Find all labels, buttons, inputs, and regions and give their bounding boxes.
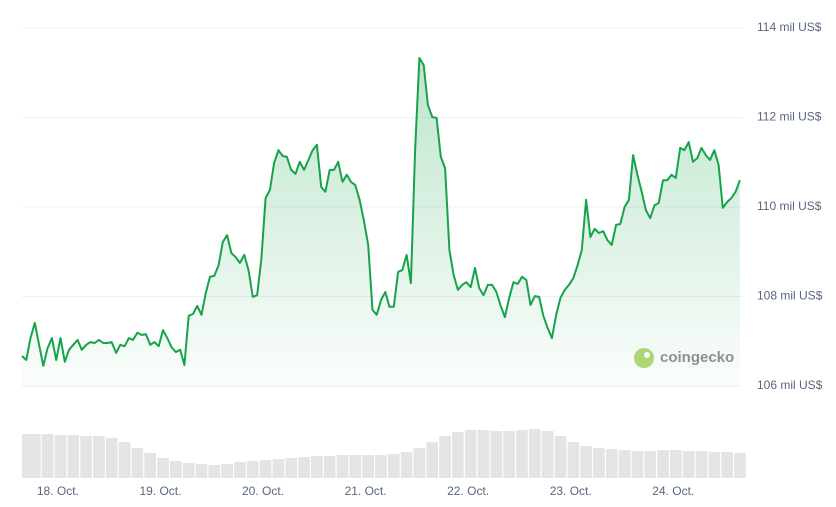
volume-bar (657, 450, 669, 478)
volume-bar (349, 455, 362, 478)
volume-bar (311, 456, 323, 478)
volume-bar (157, 458, 169, 478)
volume-bar (644, 451, 657, 478)
x-tick-label: 22. Oct. (447, 484, 489, 498)
volume-bar (105, 438, 118, 478)
volume-bar (54, 435, 67, 478)
watermark: coingecko (634, 348, 734, 368)
volume-bar (208, 465, 221, 478)
volume-bar (605, 449, 618, 478)
volume-bar (195, 464, 208, 478)
volume-bar (336, 455, 349, 478)
volume-bar (618, 450, 631, 478)
volume-bar (490, 431, 503, 478)
volume-bar (682, 451, 695, 478)
volume-bar (323, 456, 336, 478)
volume-bar (452, 432, 464, 478)
volume-bar (22, 434, 34, 478)
volume-bar (67, 435, 80, 478)
volume-bar (144, 453, 157, 478)
volume-bar (182, 463, 195, 478)
volume-bar (234, 462, 246, 478)
volume-bar (387, 454, 400, 478)
volume-bar (131, 448, 144, 478)
volume-bar (400, 452, 413, 478)
x-tick-label: 20. Oct. (242, 484, 284, 498)
volume-bar (708, 452, 721, 478)
price-line (21, 57, 741, 367)
volume-bar (93, 436, 105, 478)
volume-bar (221, 464, 233, 478)
x-tick-label: 18. Oct. (37, 484, 79, 498)
volume-bar (80, 436, 92, 478)
volume-bar (516, 430, 528, 478)
volume-bar (298, 457, 310, 478)
y-tick-label: 108 mil US$ (757, 289, 823, 303)
volume-bar (246, 461, 259, 478)
x-tick-label: 21. Oct. (345, 484, 387, 498)
volume-bar (29, 434, 41, 478)
volume-bar (580, 446, 592, 478)
volume-bar (567, 442, 580, 478)
volume-bar (541, 431, 554, 478)
volume-bar (554, 436, 567, 478)
volume-bar (734, 453, 746, 478)
volume-bar (529, 429, 541, 478)
x-tick-label: 19. Oct. (139, 484, 181, 498)
x-tick-label: 23. Oct. (550, 484, 592, 498)
y-tick-label: 114 mil US$ (757, 20, 822, 34)
volume-bar (170, 461, 182, 478)
y-tick-label: 110 mil US$ (757, 199, 822, 213)
volume-bar (362, 455, 374, 478)
volume-bar (259, 460, 272, 478)
y-tick-label: 106 mil US$ (757, 378, 823, 392)
volume-bar (272, 459, 285, 478)
volume-bar (285, 458, 298, 478)
volume-bar (375, 455, 387, 478)
volume-bar (631, 451, 644, 478)
volume-bar (593, 448, 605, 478)
volume-bar (118, 442, 131, 478)
volume-bar (670, 450, 682, 478)
volume-bar (695, 451, 708, 478)
x-tick-label: 24. Oct. (652, 484, 694, 498)
volume-bar (426, 442, 439, 478)
area-fill (22, 58, 740, 386)
volume-bar (439, 436, 451, 478)
volume-bar (413, 448, 426, 478)
volume-bar (477, 430, 490, 478)
watermark-text: coingecko (660, 349, 734, 366)
volume-bar (464, 430, 477, 478)
y-tick-label: 112 mil US$ (757, 110, 822, 124)
volume-bar (41, 434, 54, 478)
volume-bar (503, 431, 515, 478)
volume-bar (721, 452, 733, 478)
